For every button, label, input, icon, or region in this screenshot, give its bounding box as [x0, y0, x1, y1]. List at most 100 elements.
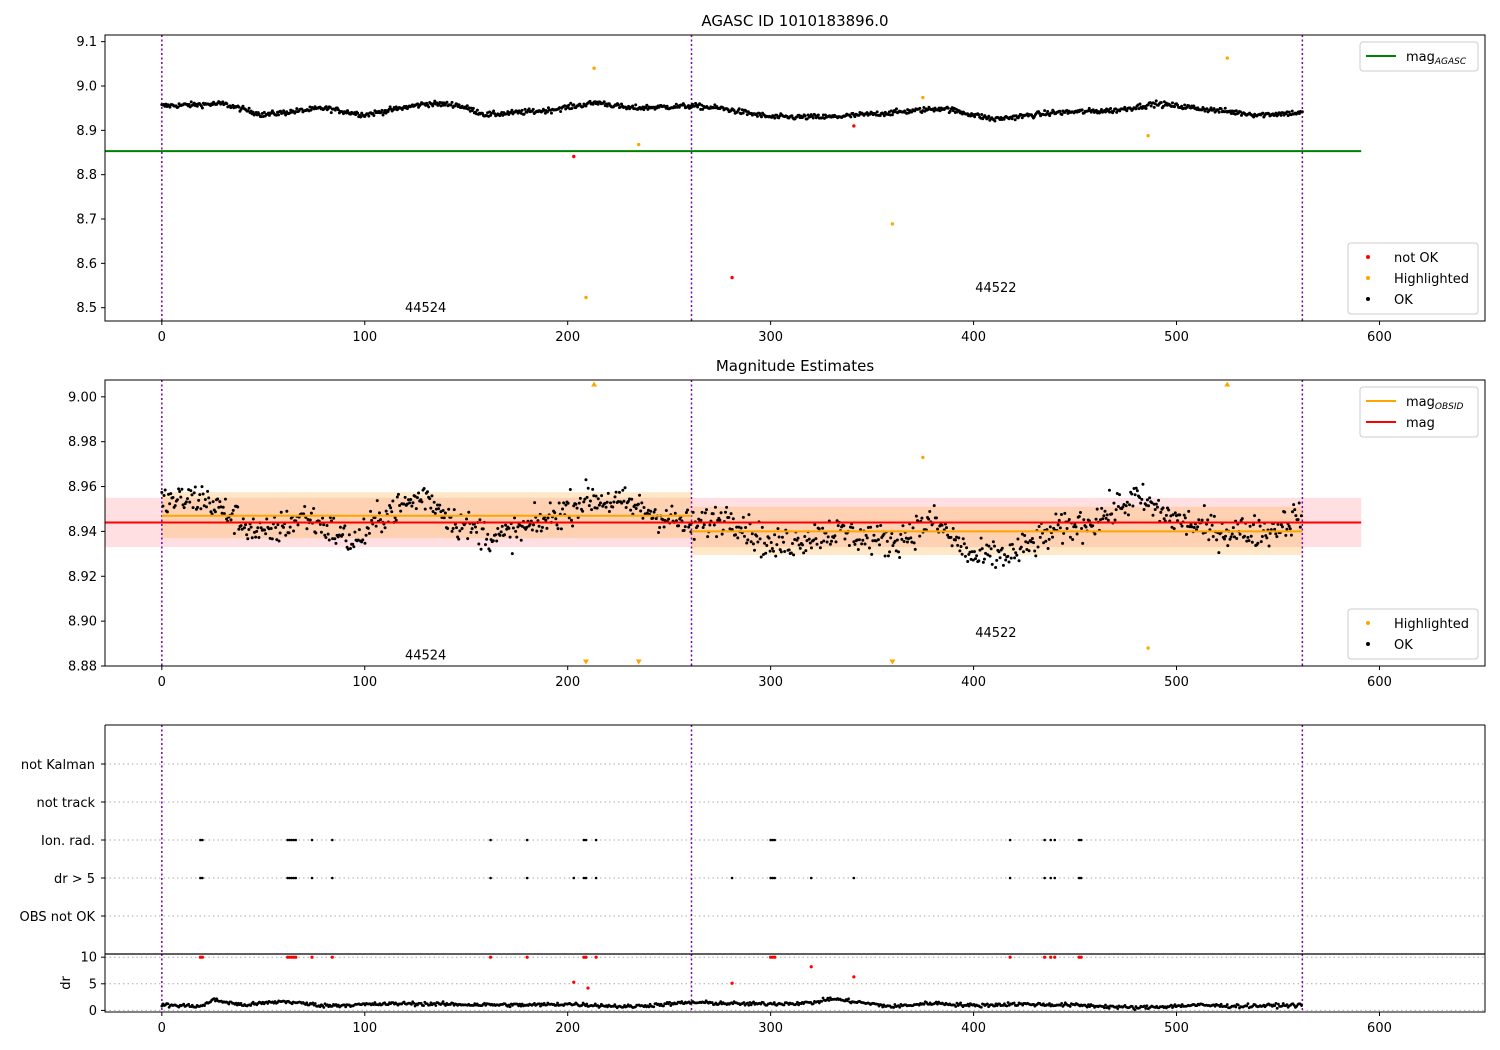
ok-point — [469, 530, 473, 534]
ok-point — [1080, 108, 1084, 112]
ok-point — [909, 536, 913, 540]
ok-point — [572, 504, 576, 508]
dr-point — [748, 1001, 752, 1004]
dr-point — [936, 1002, 939, 1006]
ok-point — [1107, 488, 1111, 492]
flag-point — [771, 876, 774, 880]
ok-point — [706, 535, 710, 539]
ok-point — [165, 510, 169, 514]
ok-point — [279, 510, 283, 514]
ok-point — [613, 495, 617, 499]
ok-point — [1148, 496, 1152, 500]
ok-point — [960, 552, 964, 556]
ok-point — [911, 526, 915, 530]
ok-point — [1170, 525, 1174, 529]
dr-point — [444, 1004, 447, 1007]
ok-point — [1162, 517, 1166, 521]
ok-point — [1063, 511, 1067, 515]
ok-point — [430, 494, 434, 498]
ok-point — [652, 510, 656, 514]
ok-point — [971, 558, 975, 562]
ok-point — [816, 113, 820, 117]
ok-point — [851, 526, 855, 530]
ok-point — [664, 508, 668, 512]
dr-point — [539, 1004, 542, 1008]
ok-point — [516, 525, 520, 529]
ok-point — [427, 105, 431, 109]
ok-point — [522, 112, 526, 116]
dr-point — [881, 1005, 885, 1009]
ok-point — [333, 537, 337, 541]
ok-point — [236, 505, 240, 509]
ok-point — [826, 535, 830, 539]
ok-point — [686, 508, 690, 512]
dr-point — [1236, 1003, 1240, 1007]
ok-point — [636, 502, 640, 506]
x-tick-label: 400 — [961, 675, 986, 690]
ok-point — [755, 534, 759, 538]
y-tick-label: 8.5 — [76, 301, 97, 316]
ok-point — [431, 510, 435, 514]
ok-point — [588, 499, 592, 503]
legend-label: Highlighted — [1394, 272, 1469, 287]
ok-point — [822, 539, 826, 543]
ok-point — [202, 504, 206, 508]
ok-point — [760, 525, 764, 529]
x-tick-label: 100 — [352, 1021, 377, 1036]
ok-point — [688, 523, 692, 527]
ok-point — [898, 555, 902, 559]
ok-point — [428, 497, 432, 501]
highlighted-point — [584, 295, 588, 300]
ok-point — [622, 499, 626, 503]
ok-point — [982, 557, 986, 561]
ok-point — [581, 509, 585, 513]
ok-point — [251, 110, 255, 114]
ok-point — [1099, 108, 1103, 112]
ok-point — [569, 101, 573, 105]
ok-point — [1257, 518, 1261, 522]
ok-point — [1172, 527, 1176, 531]
ok-point — [1110, 512, 1114, 516]
ok-point — [711, 512, 715, 516]
ok-point — [998, 556, 1002, 560]
ok-point — [1061, 541, 1065, 545]
ok-point — [657, 530, 661, 534]
ok-point — [1030, 537, 1034, 541]
ok-point — [403, 495, 407, 499]
ok-point — [1291, 510, 1295, 514]
legend-label-main: Highlighted — [1394, 272, 1469, 287]
ok-point — [997, 550, 1001, 554]
ok-point — [888, 550, 892, 554]
ok-point — [980, 547, 984, 551]
ok-point — [761, 553, 765, 557]
ok-point — [451, 526, 455, 530]
dr-point — [373, 1001, 377, 1004]
flag-point — [773, 838, 777, 842]
ok-point — [302, 512, 306, 516]
ok-point — [951, 527, 955, 531]
ok-point — [389, 506, 393, 510]
legend-box — [1347, 608, 1479, 660]
ok-point — [670, 504, 674, 508]
ok-point — [773, 533, 777, 537]
legend-dot-swatch — [1366, 276, 1370, 280]
ok-point — [486, 532, 490, 536]
dr-point — [1144, 1006, 1148, 1010]
ok-point — [213, 510, 217, 514]
ok-point — [856, 547, 860, 551]
ok-point — [582, 500, 586, 504]
ok-point — [190, 493, 194, 497]
ok-point — [713, 103, 717, 107]
ok-point — [975, 554, 979, 558]
ok-point — [554, 517, 558, 521]
ok-point — [189, 489, 193, 493]
dr-point — [1169, 1003, 1173, 1007]
ok-point — [1134, 486, 1138, 490]
ok-point — [1065, 527, 1069, 531]
ok-point — [1045, 528, 1049, 532]
ok-point — [1084, 525, 1088, 529]
dr-flagged-point — [572, 980, 576, 984]
dr-point — [772, 1001, 776, 1004]
x-tick-label: 300 — [758, 1021, 783, 1036]
ok-point — [1223, 106, 1227, 110]
